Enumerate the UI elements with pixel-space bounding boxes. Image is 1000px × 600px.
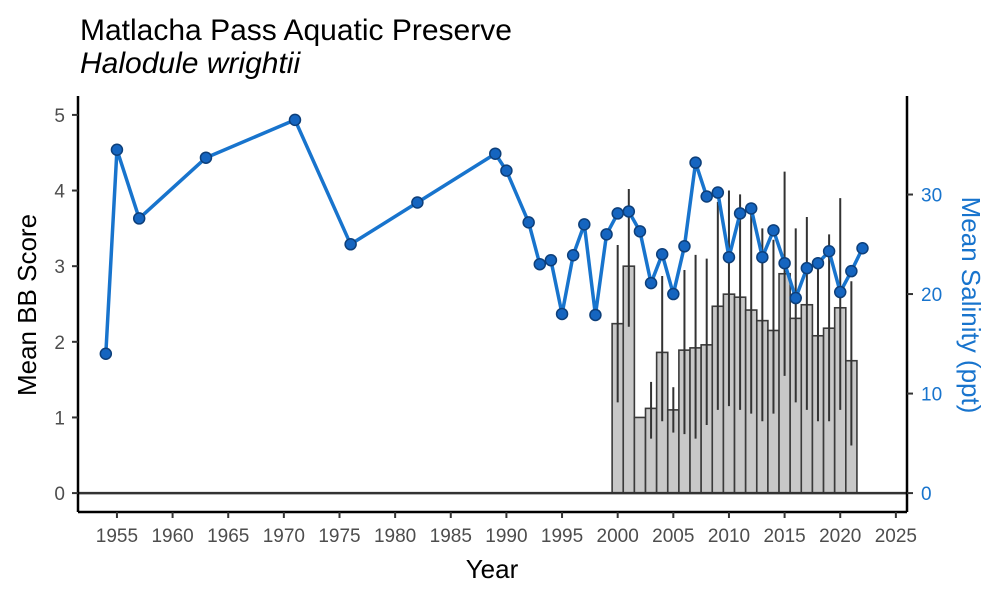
salinity-point — [789, 291, 802, 305]
bar — [633, 416, 647, 494]
x-tick-label: 1970 — [263, 526, 305, 547]
salinity-layer — [99, 113, 869, 361]
salinity-point — [199, 151, 213, 164]
x-tick-label: 2020 — [819, 526, 861, 547]
y-tick-label: 1 — [54, 408, 65, 429]
x-tick-label: 1955 — [96, 526, 138, 547]
salinity-point — [711, 186, 725, 199]
x-tick-label: 2000 — [597, 526, 639, 547]
salinity-point — [522, 216, 535, 229]
salinity-point — [566, 248, 580, 262]
salinity-point — [644, 276, 658, 290]
x-tick-label: 1975 — [318, 526, 360, 547]
salinity-point — [288, 113, 302, 127]
y-tick-label: 2 — [54, 333, 65, 354]
salinity-point — [489, 147, 502, 160]
salinity-point — [110, 143, 124, 156]
salinity-point — [689, 156, 702, 169]
salinity-point — [555, 307, 569, 321]
errorbars-layer — [616, 171, 853, 446]
x-tick-label: 2005 — [652, 526, 694, 547]
y2-axis-title: Mean Salinity (ppt) — [956, 197, 986, 414]
x-tick-label: 1980 — [374, 526, 416, 547]
salinity-point — [733, 207, 747, 220]
x-tick-label: 1995 — [541, 526, 583, 547]
y2-tick-label: 20 — [921, 285, 942, 306]
salinity-point — [411, 196, 424, 209]
y2-tick-label: 30 — [921, 186, 942, 207]
x-tick-label: 2025 — [875, 526, 917, 547]
chart-subtitle: Halodule wrightii — [80, 47, 301, 80]
salinity-point — [655, 247, 669, 261]
salinity-point — [833, 285, 847, 299]
salinity-point — [722, 250, 736, 264]
x-tick-label: 1965 — [207, 526, 249, 547]
salinity-point — [700, 190, 713, 203]
axes-layer: 0 1 2 3 4 5 0 10 20 30 1955 1960 1965 1970 1975 1980 198… — [54, 96, 942, 547]
salinity-point — [611, 207, 624, 220]
salinity-point — [344, 238, 357, 251]
salinity-point — [778, 256, 791, 270]
salinity-point — [589, 308, 602, 322]
salinity-point — [822, 245, 836, 258]
salinity-line — [104, 118, 865, 354]
x-tick-label: 2010 — [708, 526, 750, 547]
salinity-point — [99, 347, 113, 361]
salinity-point — [132, 212, 146, 225]
salinity-point — [800, 261, 814, 275]
chart-title: Matlacha Pass Aquatic Preserve — [80, 14, 512, 47]
x-tick-label: 1985 — [430, 526, 472, 547]
salinity-point — [600, 228, 613, 241]
x-axis-title: Year — [466, 554, 519, 584]
salinity-point — [856, 242, 869, 255]
y2-tick-label: 10 — [921, 385, 942, 406]
salinity-point — [578, 218, 591, 231]
y-tick-label: 5 — [54, 106, 65, 127]
y-tick-label: 4 — [54, 182, 65, 203]
y-tick-label: 3 — [54, 257, 65, 278]
salinity-point — [544, 253, 558, 267]
salinity-point — [500, 164, 513, 177]
y2-tick-label: 0 — [921, 484, 932, 505]
bars-layer — [611, 265, 858, 494]
salinity-point — [744, 202, 758, 215]
x-tick-label: 1990 — [485, 526, 527, 547]
y-axis-title: Mean BB Score — [12, 214, 42, 396]
salinity-point — [533, 257, 547, 271]
x-tick-label: 2015 — [763, 526, 805, 547]
salinity-point — [767, 224, 780, 237]
salinity-point — [845, 264, 858, 278]
salinity-point — [667, 287, 680, 301]
salinity-point — [633, 225, 647, 238]
salinity-point — [811, 256, 825, 270]
salinity-point — [678, 240, 691, 253]
salinity-point — [622, 205, 636, 218]
x-tick-label: 1960 — [151, 526, 193, 547]
salinity-point — [756, 250, 769, 264]
y-tick-label: 0 — [54, 484, 65, 505]
